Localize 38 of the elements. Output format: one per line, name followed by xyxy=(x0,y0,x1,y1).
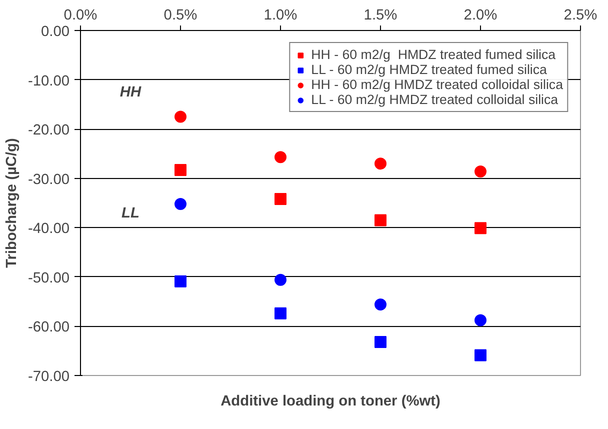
point xyxy=(374,158,386,170)
y-tick-label: -60.00 xyxy=(28,320,70,336)
annotation: LL xyxy=(122,205,140,222)
annotation: HH xyxy=(120,84,142,101)
point xyxy=(174,198,186,210)
legend-label: LL - 60 m2/g HMDZ treated colloidal silica xyxy=(311,92,558,107)
point xyxy=(474,165,486,178)
point xyxy=(274,307,286,320)
legend-label: HH - 60 m2/g HMDZ treated fumed silica xyxy=(311,47,556,62)
y-tick-label: 0.00 xyxy=(40,24,70,40)
y-tick-label: -40.00 xyxy=(28,221,70,238)
point xyxy=(174,164,186,176)
x-tick-label: 1.0% xyxy=(264,8,298,24)
point xyxy=(374,336,386,348)
point xyxy=(174,110,186,123)
point xyxy=(374,214,386,226)
legend-label: LL - 60 m2/g HMDZ treated fumed silica xyxy=(311,62,547,77)
x-tick-label: 2.0% xyxy=(464,8,498,24)
point xyxy=(474,222,486,234)
point xyxy=(474,314,486,326)
x-tick-label: 0.0% xyxy=(64,8,98,24)
legend-label: HH - 60 m2/g HMDZ treated colloidal silica xyxy=(311,77,563,92)
y-tick-label: -20.00 xyxy=(28,122,70,139)
y-tick-label: -30.00 xyxy=(28,172,70,188)
point xyxy=(274,274,286,286)
y-tick-label: -10.00 xyxy=(28,73,70,90)
point xyxy=(474,349,486,362)
point xyxy=(174,275,186,288)
y-tick-label: -50.00 xyxy=(28,270,70,286)
x-tick-label: 2.5% xyxy=(564,8,598,24)
point xyxy=(374,298,386,311)
x-tick-label: 1.5% xyxy=(364,8,398,24)
y-axis-title: Tribocharge (µC/g) xyxy=(4,138,20,268)
x-axis-title: Additive loading on toner (%wt) xyxy=(220,394,441,410)
point xyxy=(274,193,286,206)
y-tick-label: -70.00 xyxy=(28,369,70,385)
point xyxy=(274,151,286,164)
x-tick-label: 0.5% xyxy=(164,8,198,24)
